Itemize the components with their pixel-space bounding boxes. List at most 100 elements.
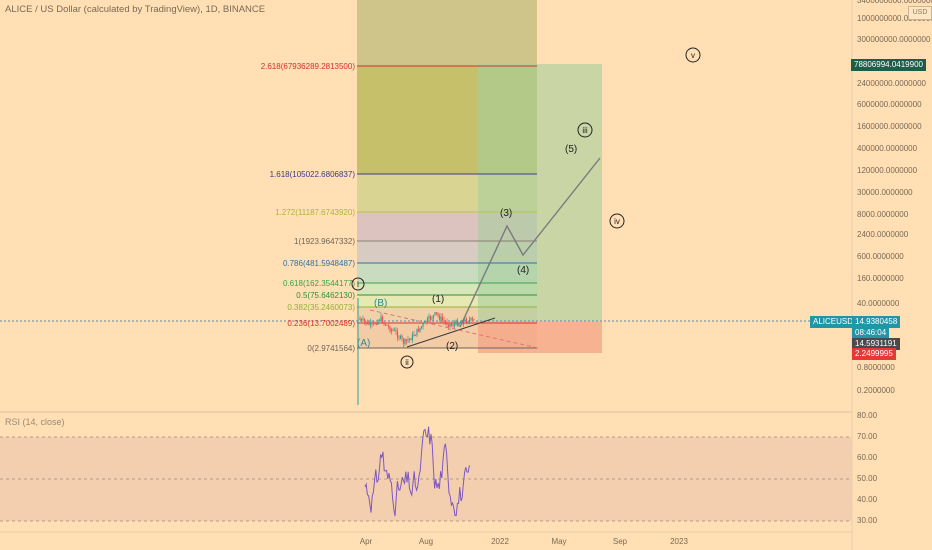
price-axis-label: 600.0000000 [857, 252, 904, 261]
candle-body [395, 330, 397, 332]
candle-body [417, 328, 420, 332]
candle-body [464, 319, 466, 321]
wave-circle-iii [577, 122, 593, 138]
candle-body [402, 338, 405, 344]
wave-label-iv: iv [614, 217, 620, 226]
candle-body [414, 335, 417, 336]
rsi-title[interactable]: RSI (14, close) [5, 417, 65, 427]
rsi-line[interactable] [364, 426, 470, 517]
stop-loss-tag: 2.2499995 [852, 348, 896, 360]
price-axis-label: 30000.0000000 [857, 188, 913, 197]
candle-body [392, 329, 394, 331]
price-axis-label: 3400000000.0000000 [857, 0, 932, 5]
price-axis-label: 24000000.0000000 [857, 79, 927, 88]
high-target-tag: 78806994.0419900 [851, 59, 926, 71]
symbol-header[interactable]: ALICE / US Dollar (calculated by Trading… [5, 4, 266, 15]
wave-label-ii: ii [405, 358, 409, 367]
fib-label-1272: 1.272(11187.6743920) [275, 208, 355, 217]
wave-circle-iv [609, 213, 625, 229]
price-candles[interactable] [359, 311, 475, 348]
rsi-axis-label: 70.00 [857, 432, 878, 441]
candle-body [450, 323, 453, 326]
wave-circle-ii [400, 355, 414, 369]
candle-body [456, 320, 459, 326]
price-axis-label: 8000.0000000 [857, 210, 909, 219]
currency-button[interactable]: USD [908, 6, 932, 20]
wave-circle-v [685, 47, 701, 63]
fib-label-0236: 0.236(13.7002489) [287, 319, 355, 328]
candle-body [459, 322, 462, 324]
resistance-trendline[interactable] [369, 309, 539, 349]
candle-body [407, 339, 409, 341]
price-axis-label: 120000.0000000 [857, 166, 918, 175]
candle-body [375, 324, 378, 325]
candle-body [393, 330, 396, 332]
candle-body [440, 316, 442, 320]
price-axis-label: 6000000.0000000 [857, 100, 922, 109]
candle-body [405, 339, 408, 341]
current-price-tag: 14.9380458 [852, 316, 901, 328]
candle-body [365, 321, 367, 324]
price-axis-label: 400000.0000000 [857, 144, 918, 153]
candle-body [426, 318, 429, 323]
wave-label-i: i [357, 280, 359, 289]
fib-label-2618: 2.618(67936289.2813500) [261, 62, 356, 71]
wave-label-iii: iii [582, 126, 588, 135]
candle-body [387, 325, 390, 327]
fib-band-top [357, 0, 537, 66]
candle-body [473, 319, 475, 321]
candle-body [389, 326, 391, 332]
candle-body [416, 328, 418, 336]
candle-body [380, 316, 382, 321]
candle-body [441, 316, 444, 321]
candle-body [470, 318, 472, 320]
price-axis-label: 1000000000.0000000 [857, 14, 932, 23]
fib-label-0382: 0.382(35.2460073) [287, 303, 355, 312]
candle-body [423, 321, 426, 324]
prev-close-tag: 14.5931191 [852, 338, 900, 350]
price-axis-label: 160.0000000 [857, 274, 904, 283]
ticker-tag[interactable]: ALICEUSD [810, 316, 857, 328]
candle-body [404, 339, 406, 344]
candle-body [447, 324, 450, 327]
candle-body [462, 320, 465, 325]
candle-body [443, 320, 445, 322]
time-label-may: May [551, 537, 566, 546]
fib-label-0786: 0.786(481.5948487) [283, 259, 355, 268]
candle-body [401, 335, 403, 339]
candle-body [471, 318, 474, 320]
candle-body [452, 325, 454, 327]
wave-label-a: (A) [357, 338, 370, 349]
candle-body [383, 323, 385, 324]
candle-body [396, 331, 399, 338]
candle-body [438, 315, 441, 320]
rsi-axis-labels[interactable]: 80.00 70.00 60.00 50.00 40.00 30.00 [857, 411, 878, 525]
candle-body [431, 318, 433, 320]
fib-label-05: 0.5(75.6462130) [296, 291, 355, 300]
candle-body [381, 316, 384, 324]
price-axis-label: 0.8000000 [857, 363, 895, 372]
fib-label-1618: 1.618(105022.6806837) [270, 170, 356, 179]
time-label-2022: 2022 [491, 537, 509, 546]
candle-body [369, 322, 372, 325]
long-position-target-zone[interactable] [478, 64, 602, 322]
elliott-wave-projection[interactable] [459, 157, 601, 328]
wave-label-b: (B) [374, 298, 387, 309]
candle-body [410, 338, 412, 341]
fib-label-0618: 0.618(162.3544177) [283, 279, 355, 288]
candle-body [444, 321, 447, 323]
time-label-2023: 2023 [670, 537, 688, 546]
candle-body [465, 319, 468, 323]
time-axis-labels[interactable]: Apr Aug 2022 May Sep 2023 [360, 537, 689, 546]
candle-body [420, 326, 423, 328]
candle-body [390, 329, 393, 332]
wave-label-5: (5) [565, 144, 577, 155]
candle-body [425, 321, 427, 323]
price-axis-labels[interactable]: 3400000000.0000000 1000000000.0000000 3000… [857, 0, 932, 395]
candle-body [434, 312, 436, 316]
candle-body [435, 312, 438, 314]
support-trendline[interactable] [406, 317, 496, 348]
candle-body [377, 320, 379, 325]
wave-label-2: (2) [446, 341, 458, 352]
